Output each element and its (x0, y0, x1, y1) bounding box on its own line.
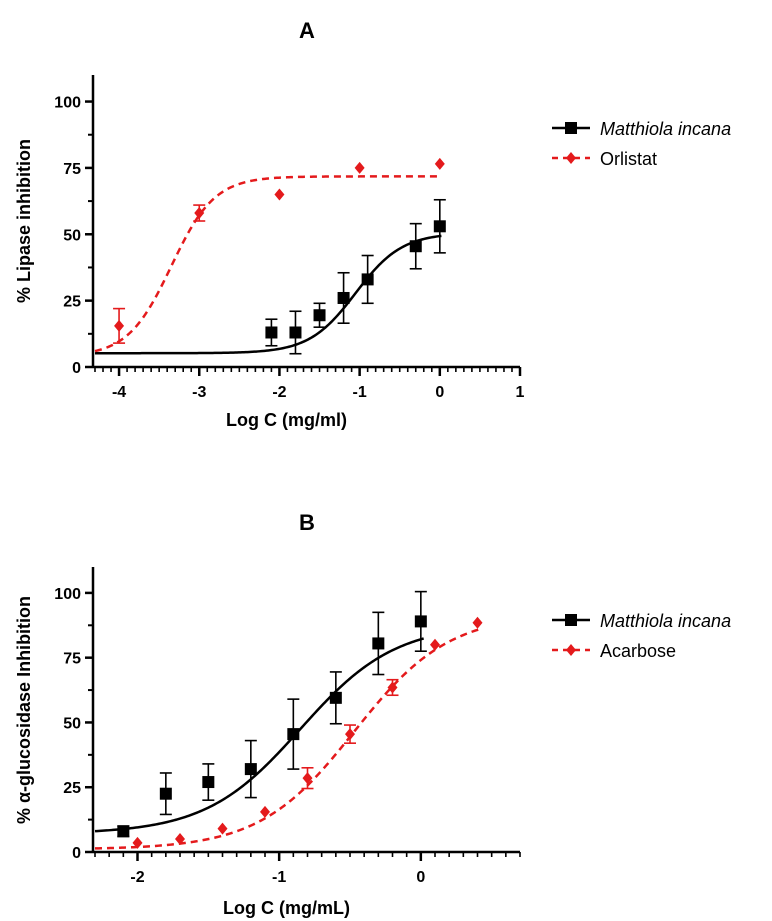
panel-b-series-1-point (117, 825, 130, 838)
panel-a-series-2-point (434, 157, 445, 170)
panel-a-series-1-point (361, 273, 374, 286)
panel-b-series-1-legend-marker (565, 614, 577, 626)
panel-b-series-2-point (387, 681, 398, 694)
panel-b-series-1-point (372, 637, 385, 650)
panel-a-x-axis-title: Log C (mg/ml) (226, 410, 347, 430)
panel-a-x-tick-label: 0 (435, 384, 444, 401)
panel-b-y-tick-label: 50 (63, 715, 81, 732)
panel-b-series-2-point (260, 805, 270, 818)
panel-b-series-2-point (472, 616, 483, 629)
panel-a-series-1-point (313, 309, 326, 322)
panel-a-y-tick-label: 75 (63, 161, 81, 178)
panel-b-series-2-fit-curve (94, 627, 481, 850)
panel-b-series-2-point (345, 728, 355, 741)
panel-a-y-tick-label: 50 (63, 227, 81, 244)
panel-a-series-1-fit-curve (95, 234, 442, 355)
panel-a-x-tick-label: -3 (192, 384, 206, 401)
panel-a-series-2-point (354, 161, 365, 174)
panel-b-y-tick-label: 100 (54, 586, 81, 603)
panel-b-series-1-legend-label: Matthiola incana (600, 611, 731, 631)
panel-a-x-tick-label: -1 (353, 384, 367, 401)
panel-b-series-1-point (287, 728, 300, 741)
panel-a-x-tick-label: 1 (516, 384, 525, 401)
panel-b-x-tick-label: -1 (272, 869, 286, 886)
panel-b-x-tick-label: 0 (416, 869, 425, 886)
panel-b-series-1-point (244, 763, 257, 776)
panel-a-series-1-point (337, 291, 350, 304)
panel-a-series-2-legend-label: Orlistat (600, 149, 657, 169)
panel-b-y-tick-label: 25 (63, 780, 81, 797)
chart-panel-b: B 0 25 50 75 100 -2 -1 0 Log C (mg/mL) % α-glucos… (14, 510, 731, 918)
panel-a-series-1-legend-label: Matthiola incana (600, 119, 731, 139)
panel-a-title: A (299, 18, 315, 43)
panel-b-series-1-point (159, 787, 172, 800)
panel-b-title: B (299, 510, 315, 535)
panel-a-series-2-point (274, 188, 285, 201)
panel-a-series-1-point (289, 326, 302, 339)
panel-b-series-2-legend-marker (566, 644, 576, 656)
panel-a-y-tick-label: 100 (54, 95, 81, 112)
panel-a-y-tick-label: 25 (63, 294, 81, 311)
panel-b-x-tick-label: -2 (130, 869, 144, 886)
panel-a-series-1-legend-marker (565, 122, 577, 134)
panel-b-series-1-point (414, 615, 427, 628)
panel-b-x-axis-title: Log C (mg/mL) (223, 898, 350, 918)
panel-a-y-tick-label: 0 (72, 360, 81, 377)
panel-b-series-1-fit-curve (94, 637, 425, 833)
panel-a-series-2-legend-marker (566, 152, 576, 164)
chart-panel-a: A 0 25 50 75 100 -4 -3 -2 -1 0 1 Log C (mg/ml) % Lip… (14, 18, 731, 430)
panel-b-series-2-point (217, 822, 228, 835)
panel-a-series-2-point (114, 319, 125, 332)
panel-b-y-axis-title: % α-glucosidase Inhibition (14, 596, 34, 824)
panel-b-series-2-point (175, 833, 185, 846)
panel-b-series-1-point (202, 776, 215, 789)
panel-b-y-tick-label: 75 (63, 651, 81, 668)
panel-b-y-tick-label: 0 (72, 845, 81, 862)
panel-a-series-2-point (194, 207, 205, 220)
panel-b-series-2-point (430, 638, 440, 651)
panel-a-x-tick-label: -4 (112, 384, 126, 401)
panel-b-series-2-legend-label: Acarbose (600, 641, 676, 661)
panel-a-y-axis-title: % Lipase inhibition (14, 139, 34, 303)
panel-a-series-1-point (433, 220, 446, 233)
panel-a-series-1-point (409, 240, 422, 253)
panel-a-series-2-fit-curve (94, 175, 442, 353)
panel-b-series-2-point (132, 836, 143, 849)
panel-b-series-1-point (329, 691, 342, 704)
panel-a-x-tick-label: -2 (272, 384, 286, 401)
panel-b-series-2-point (302, 772, 313, 785)
panel-a-series-1-point (265, 326, 278, 339)
